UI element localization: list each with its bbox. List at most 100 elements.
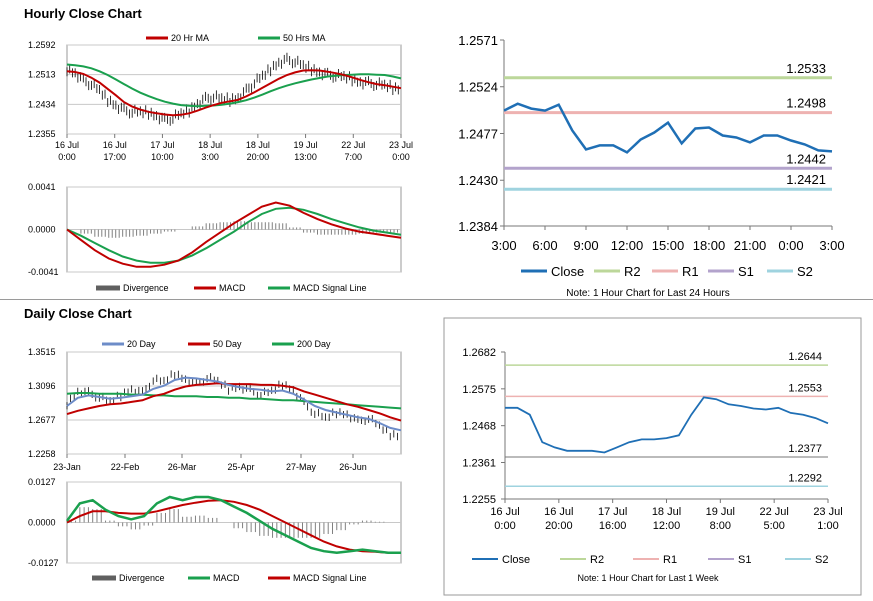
- h24-xtick-3: 12:00: [611, 238, 644, 253]
- week-xtick-5: 22 Jul: [759, 506, 788, 518]
- daily-price-ytick-2: 1.2677: [28, 415, 56, 425]
- week-ytick-0: 1.2682: [462, 347, 496, 359]
- daily-macd-ytick-2: -0.0127: [28, 558, 59, 568]
- h24-xtick-8: 3:00: [819, 238, 844, 253]
- week-level-label-r1: 1.2553: [788, 382, 822, 394]
- week-xtick-time-1: 20:00: [545, 520, 573, 532]
- week-level-label-s1: 1.2377: [788, 443, 822, 455]
- hourly-price-frame: [66, 44, 402, 135]
- h24-xtick-1: 6:00: [532, 238, 557, 253]
- hourly-price-xtick-4: 18 Jul: [246, 140, 270, 150]
- hourly-price-ytick-2: 1.2434: [28, 99, 56, 109]
- daily-price-xtick-0: 23-Jan: [53, 462, 81, 472]
- week-xtick-time-4: 8:00: [710, 520, 731, 532]
- week-xtick-time-3: 12:00: [653, 520, 681, 532]
- week-note: Note: 1 Hour Chart for Last 1 Week: [578, 573, 719, 583]
- hourly-price-xtick-3: 18 Jul: [198, 140, 222, 150]
- hourly-price-xtick-6: 22 Jul: [341, 140, 365, 150]
- h24-ytick-0: 1.2571: [458, 33, 498, 48]
- hourly-macd-ytick-0: 0.0041: [28, 182, 56, 192]
- week-level-label-s2: 1.2292: [788, 472, 822, 484]
- hourly-price-xtick-time-4: 20:00: [247, 152, 270, 162]
- week-xtick-1: 16 Jul: [544, 506, 573, 518]
- week-close-line: [505, 396, 829, 454]
- hourly-price-xtick-time-6: 7:00: [345, 152, 363, 162]
- daily-legend-ma20-label: 20 Day: [127, 339, 156, 349]
- hourly-legend-macd-label: MACD: [219, 283, 246, 293]
- week-ytick-3: 1.2361: [462, 458, 496, 470]
- hourly-price-xtick-2: 17 Jul: [150, 140, 174, 150]
- section-divider: [0, 299, 873, 300]
- hourly-macd-ytick-1: 0.0000: [28, 225, 56, 235]
- week-legend-label-2: R1: [663, 554, 677, 566]
- daily-legend-divergence-label: Divergence: [119, 573, 165, 583]
- hourly-legend-ma20-label: 20 Hr MA: [171, 33, 209, 43]
- h24-ytick-1: 1.2524: [458, 80, 498, 95]
- week-legend-label-0: Close: [502, 554, 530, 566]
- hourly-signal-line: [66, 206, 402, 264]
- week-xtick-4: 19 Jul: [706, 506, 735, 518]
- daily-price-xtick-3: 25-Apr: [227, 462, 254, 472]
- hourly-price-xtick-time-2: 10:00: [151, 152, 174, 162]
- hourly-macd-line: [66, 201, 402, 268]
- hourly-macd-ytick-2: -0.0041: [28, 267, 59, 277]
- h24-legend-label-4: S2: [797, 264, 813, 279]
- daily-legend-signal-label: MACD Signal Line: [293, 573, 367, 583]
- h24-xtick-7: 0:00: [778, 238, 803, 253]
- daily-macd-ytick-1: 0.0000: [28, 518, 56, 528]
- week-ytick-4: 1.2255: [462, 494, 496, 506]
- daily-price-ytick-0: 1.3515: [28, 347, 56, 357]
- week-ytick-1: 1.2575: [462, 384, 496, 396]
- h24-legend-label-3: S1: [738, 264, 754, 279]
- daily-price-xtick-1: 22-Feb: [111, 462, 140, 472]
- h24-level-label-r1: 1.2498: [786, 96, 826, 111]
- week-xtick-time-0: 0:00: [494, 520, 515, 532]
- hourly-price-xtick-time-5: 13:00: [294, 152, 317, 162]
- daily-ma50-line: [66, 382, 402, 422]
- h24-xtick-2: 9:00: [573, 238, 598, 253]
- h24-legend-label-0: Close: [551, 264, 584, 279]
- hourly-price-xtick-time-1: 17:00: [103, 152, 126, 162]
- hourly-ma20-line: [66, 69, 402, 117]
- daily-section-title: Daily Close Chart: [24, 306, 132, 321]
- h24-close-line: [503, 102, 833, 154]
- daily-macd-ytick-0: 0.0127: [28, 477, 56, 487]
- daily-price-ytick-1: 1.3096: [28, 381, 56, 391]
- hourly-section-title: Hourly Close Chart: [24, 6, 142, 21]
- daily-ma20-line: [66, 376, 402, 432]
- daily-price-xtick-2: 26-Mar: [168, 462, 197, 472]
- hourly-price-xtick-7: 23 Jul: [389, 140, 413, 150]
- hourly-price-ytick-0: 1.2592: [28, 40, 56, 50]
- hourly-price-xtick-time-0: 0:00: [58, 152, 76, 162]
- week-ytick-2: 1.2468: [462, 421, 496, 433]
- week-legend-label-1: R2: [590, 554, 604, 566]
- hourly-price-xtick-0: 16 Jul: [55, 140, 79, 150]
- week-level-label-r2: 1.2644: [788, 351, 822, 363]
- h24-xtick-6: 21:00: [734, 238, 767, 253]
- week-xtick-2: 17 Jul: [598, 506, 627, 518]
- h24-xtick-0: 3:00: [491, 238, 516, 253]
- week-xtick-time-2: 16:00: [599, 520, 627, 532]
- week-xtick-6: 23 Jul: [813, 506, 842, 518]
- daily-legend-ma50-label: 50 Day: [213, 339, 242, 349]
- week-legend-label-3: S1: [738, 554, 751, 566]
- h24-level-label-r2: 1.2533: [786, 61, 826, 76]
- week-legend-label-4: S2: [815, 554, 828, 566]
- week-xtick-0: 16 Jul: [490, 506, 519, 518]
- hourly-price-ytick-1: 1.2513: [28, 70, 56, 80]
- h24-level-label-s1: 1.2442: [786, 151, 826, 166]
- daily-price-xtick-4: 27-May: [286, 462, 317, 472]
- h24-ytick-4: 1.2384: [458, 219, 498, 234]
- daily-price-ytick-3: 1.2258: [28, 449, 56, 459]
- hourly-legend-ma50-label: 50 Hrs MA: [283, 33, 326, 43]
- hourly-price-xtick-time-7: 0:00: [392, 152, 410, 162]
- h24-ytick-2: 1.2477: [458, 126, 498, 141]
- hourly-legend-signal-label: MACD Signal Line: [293, 283, 367, 293]
- daily-macd-line: [65, 495, 401, 555]
- hourly-price-xtick-time-3: 3:00: [201, 152, 219, 162]
- daily-legend-ma200-label: 200 Day: [297, 339, 331, 349]
- hourly-price-xtick-1: 16 Jul: [103, 140, 127, 150]
- week-xtick-time-6: 1:00: [817, 520, 838, 532]
- h24-legend-label-2: R1: [682, 264, 699, 279]
